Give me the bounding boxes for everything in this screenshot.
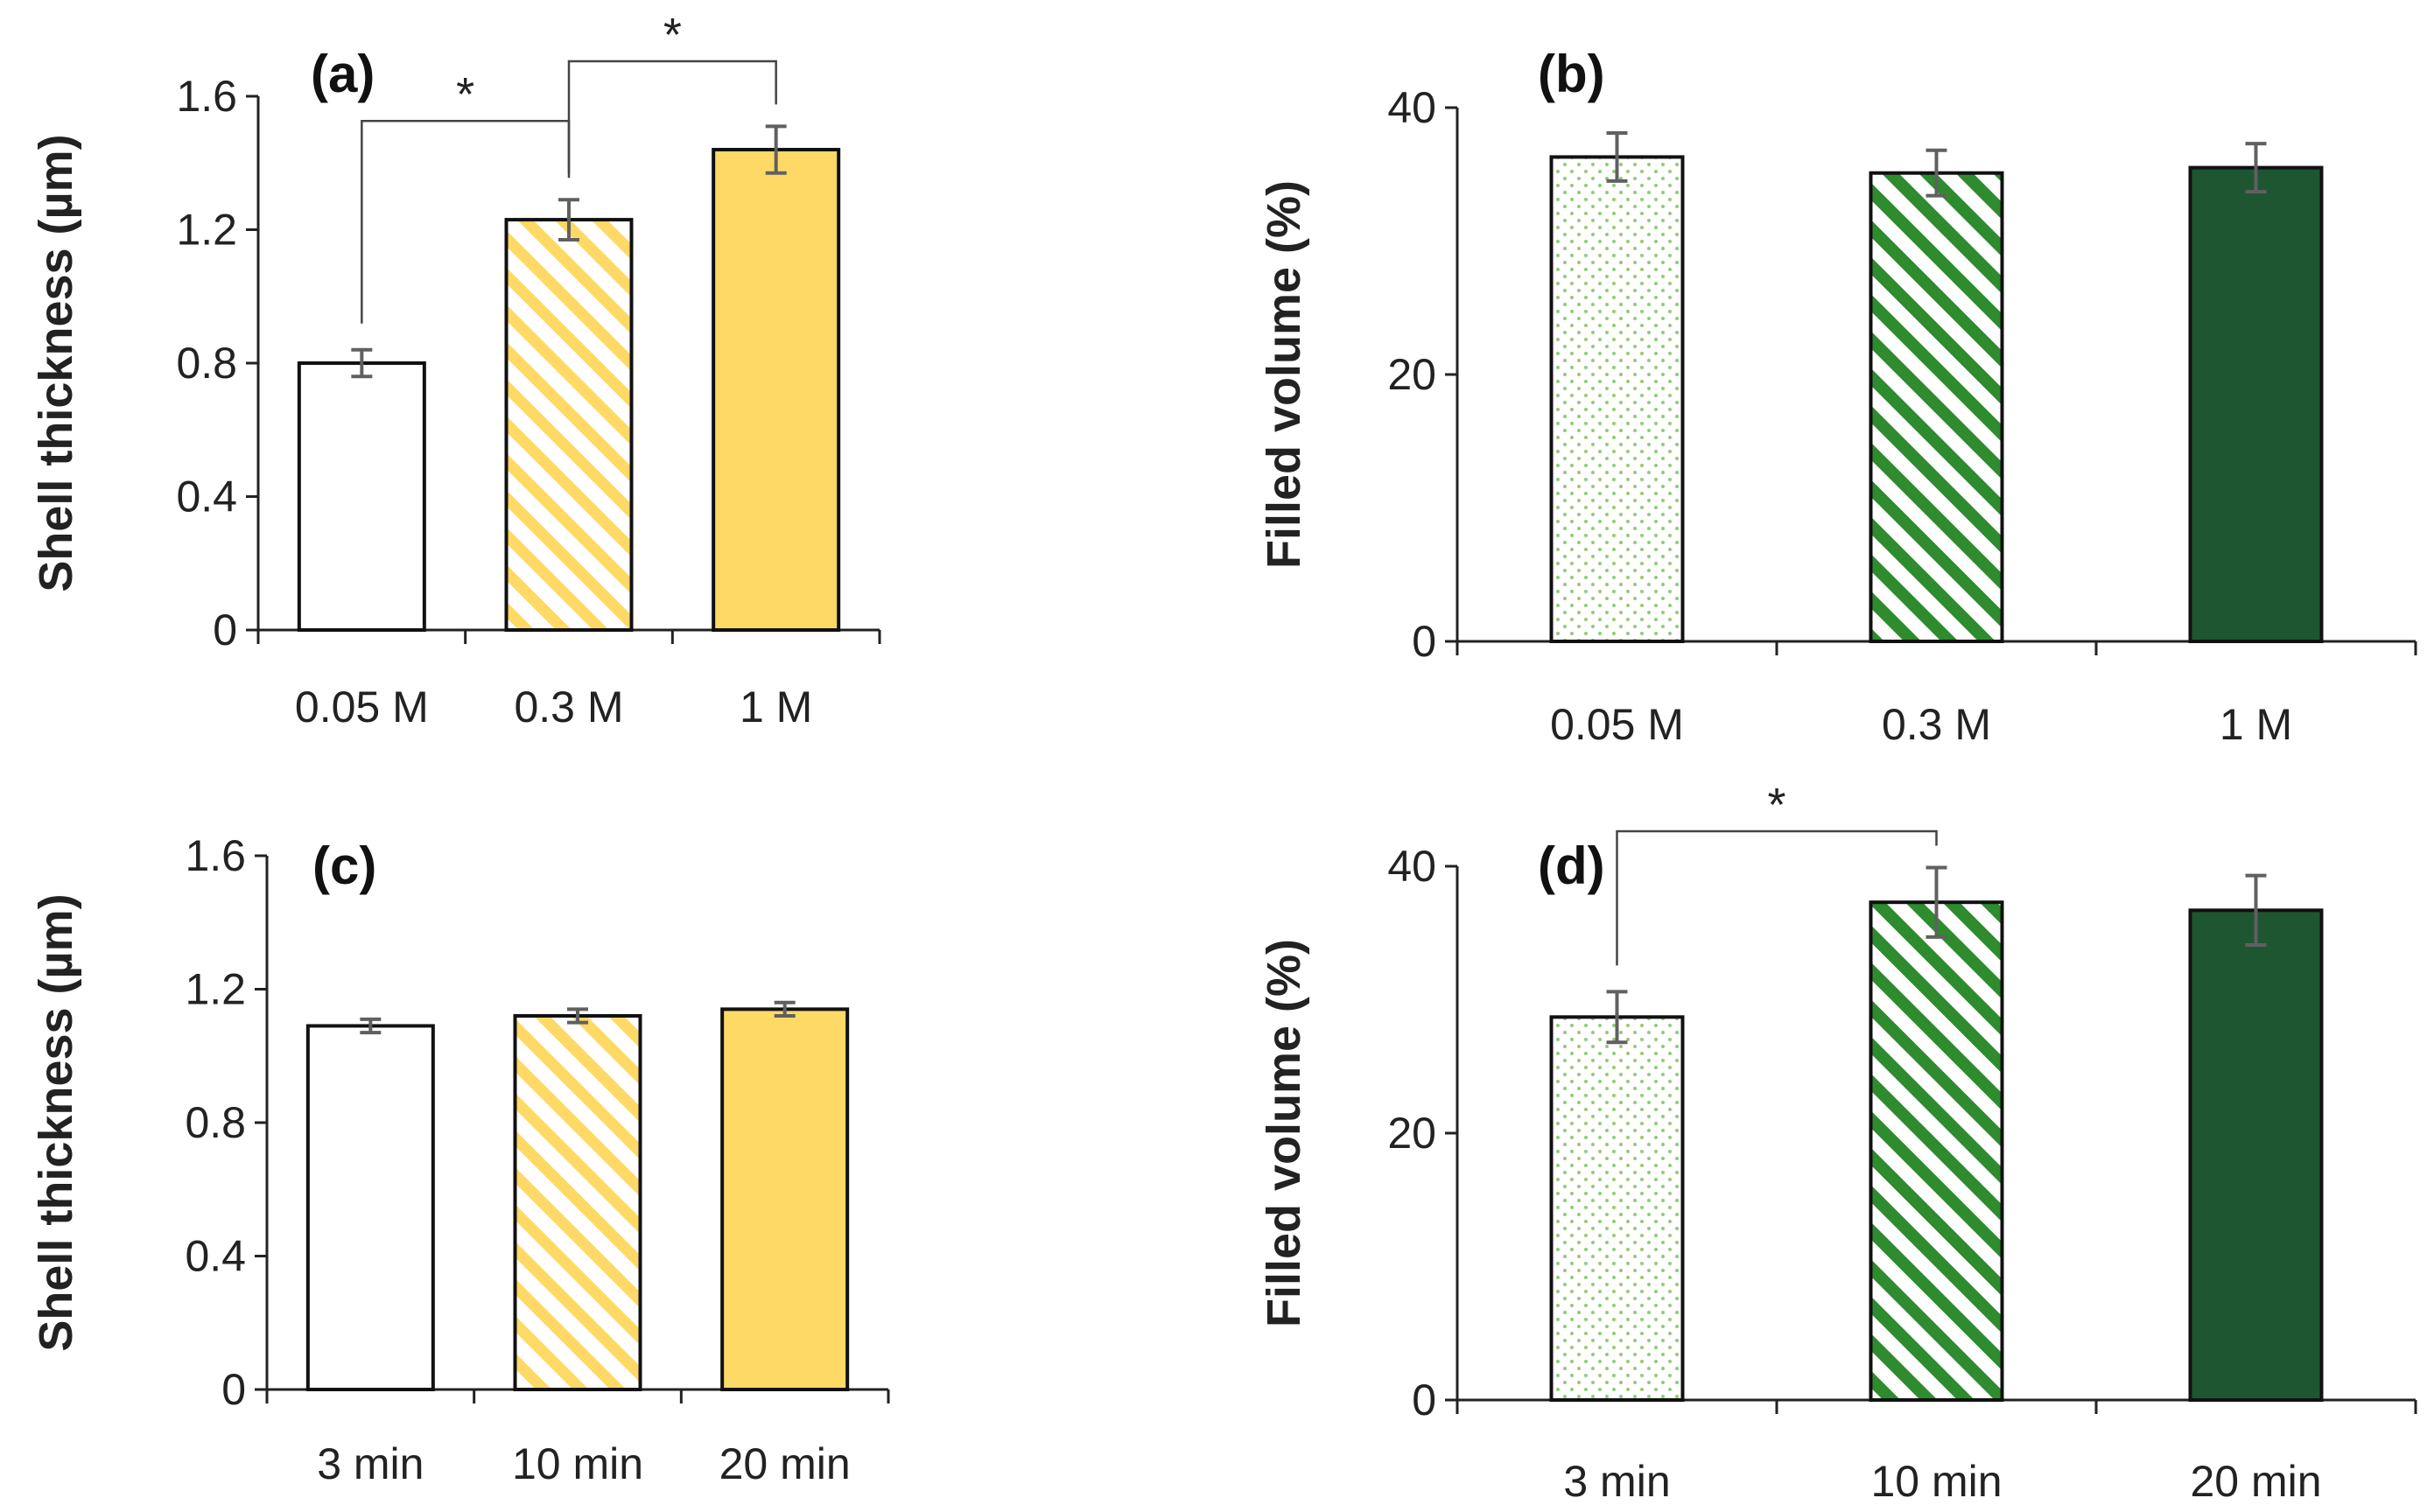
significance-star: * — [456, 68, 474, 121]
significance-star: * — [1767, 779, 1785, 831]
panel-label: (a) — [311, 45, 375, 103]
y-tick-label: 40 — [1387, 842, 1436, 891]
y-tick-label: 40 — [1387, 83, 1436, 132]
bar-1 — [305, 1024, 435, 1391]
y-tick-label: 20 — [1387, 1109, 1436, 1158]
chart-panel-4: 0 20 40 3 min 10 min 20 min * Filled volume (%)… — [1258, 779, 2417, 1506]
chart-panel-2: 0 20 40 0.05 M 0.3 M 1 M Filled volume (%) (b) — [1258, 45, 2417, 749]
bar-1 — [1549, 1015, 1685, 1402]
x-tick-label: 0.05 M — [1550, 700, 1684, 749]
y-tick-label: 0.8 — [176, 339, 237, 388]
bar-3 — [2188, 165, 2324, 643]
y-tick-label: 20 — [1387, 350, 1436, 399]
bar-2 — [1869, 900, 2004, 1403]
y-tick-label: 0 — [213, 606, 237, 654]
panel-label: (d) — [1538, 836, 1605, 895]
y-tick-label: 1.2 — [176, 206, 237, 255]
x-tick-label: 10 min — [1870, 1457, 2002, 1506]
y-tick-label: 0.4 — [176, 472, 237, 522]
x-tick-label: 0.3 M — [514, 682, 623, 732]
chart-panel-1: 0 0.4 0.8 1.2 1.6 0.05 M 0.3 M 1 M * * Shell thick… — [30, 9, 881, 732]
panel-label: (b) — [1538, 45, 1605, 103]
y-tick-label: 0 — [1412, 617, 1436, 666]
bar-3 — [2188, 908, 2324, 1402]
y-tick-label: 1.6 — [176, 72, 237, 121]
x-tick-label: 0.3 M — [1882, 700, 1991, 749]
bar-1 — [1549, 155, 1685, 644]
x-tick-label: 0.05 M — [295, 682, 429, 732]
significance-star: * — [663, 9, 682, 61]
x-tick-label: 3 min — [1563, 1457, 1670, 1506]
y-tick-label: 1.2 — [185, 965, 246, 1014]
bar-3 — [712, 148, 841, 632]
significance-bracket — [567, 60, 777, 174]
y-tick-label: 1.6 — [185, 831, 246, 880]
bar-1 — [297, 361, 426, 632]
y-tick-label: 0.8 — [185, 1098, 246, 1147]
x-tick-label: 3 min — [317, 1439, 424, 1488]
y-tick-label: 0 — [1412, 1376, 1436, 1424]
chart-panel-3: 0 0.4 0.8 1.2 1.6 3 min 10 min 20 min Shell thic… — [30, 831, 890, 1488]
y-axis-title: Filled volume (%) — [1258, 939, 1310, 1327]
bar-2 — [513, 1014, 642, 1391]
significance-bracket — [1616, 830, 1938, 966]
bar-2 — [1869, 171, 2004, 644]
bar-2 — [504, 218, 634, 632]
y-tick-label: 0.4 — [185, 1232, 246, 1281]
x-tick-label: 10 min — [512, 1439, 643, 1488]
y-axis-title: Shell thickness (µm) — [30, 893, 82, 1351]
y-axis-title: Shell thickness (µm) — [30, 134, 82, 592]
bar-3 — [720, 1007, 850, 1391]
x-tick-label: 1 M — [2220, 700, 2292, 749]
x-tick-label: 20 min — [719, 1439, 851, 1488]
panel-label: (c) — [312, 836, 376, 895]
x-tick-label: 1 M — [740, 682, 812, 732]
x-tick-label: 20 min — [2190, 1457, 2321, 1506]
y-axis-title: Filled volume (%) — [1258, 180, 1310, 569]
y-tick-label: 0 — [221, 1365, 246, 1414]
